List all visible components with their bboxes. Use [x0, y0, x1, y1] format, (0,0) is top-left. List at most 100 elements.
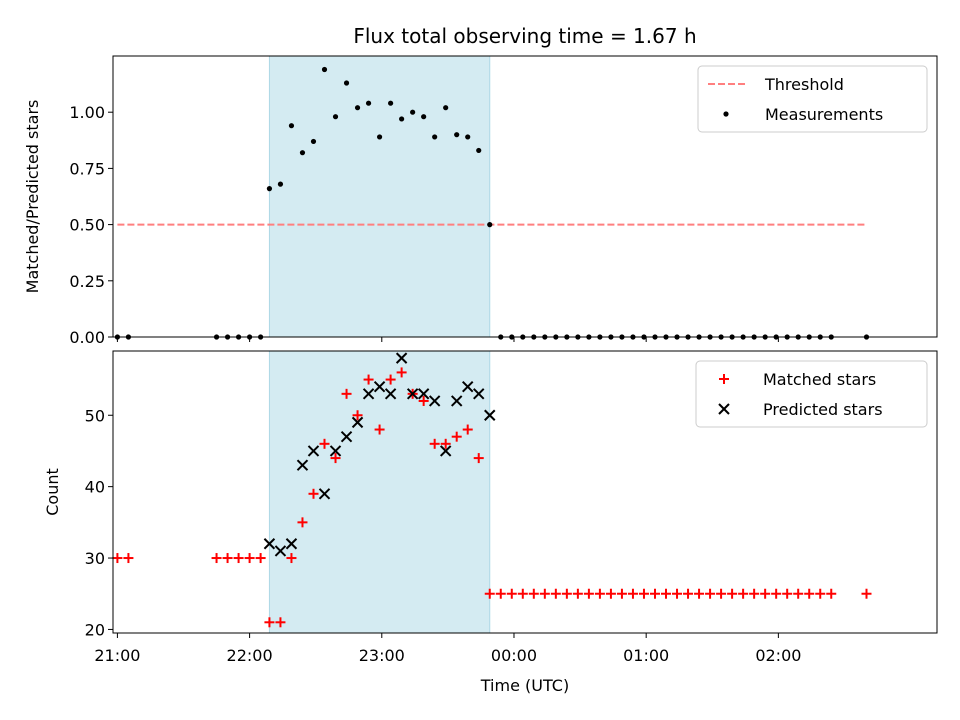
measurement-point-16	[365, 100, 372, 106]
y-tick-label: 0.25	[69, 272, 105, 291]
measurement-point-17	[376, 134, 383, 140]
y-tick-label: 20	[85, 620, 105, 639]
matched-marker-17	[374, 424, 385, 435]
y-tick-label: 50	[85, 406, 105, 425]
matched-marker-14	[341, 388, 352, 399]
matched-marker-51	[749, 588, 760, 599]
legend-matched-swatch	[719, 374, 729, 384]
matched-marker-0	[112, 553, 123, 564]
matched-marker-50	[738, 588, 749, 599]
matched-marker-49	[727, 588, 738, 599]
measurement-point-12	[321, 66, 328, 73]
legend-entry: Measurements	[765, 105, 883, 124]
matched-marker-47	[705, 588, 716, 599]
x-tick-label: 21:00	[94, 646, 140, 665]
matched-marker-34	[561, 588, 572, 599]
matched-marker-21	[418, 395, 429, 406]
predicted-marker-17	[450, 395, 463, 407]
measurement-point-9	[288, 123, 295, 129]
measurement-point-8	[277, 181, 284, 187]
predicted-marker-16	[439, 445, 452, 457]
matched-marker-26	[473, 453, 484, 464]
matched-marker-22	[429, 438, 440, 449]
predicted-marker-18	[462, 380, 474, 393]
matched-marker-42	[649, 588, 660, 599]
matched-marker-25	[462, 424, 473, 435]
matched-marker-37	[594, 588, 605, 599]
predicted-marker-2	[285, 538, 298, 550]
legend-box-0	[697, 65, 928, 133]
matched-marker-32	[539, 588, 550, 599]
matched-marker-33	[550, 588, 561, 599]
legend-measurement-swatch	[723, 111, 729, 117]
axes-frame-0	[112, 55, 938, 338]
measurement-point-24	[454, 132, 460, 138]
matched-marker-48	[716, 588, 727, 599]
matched-marker-46	[694, 588, 705, 599]
predicted-marker-13	[406, 388, 419, 400]
matched-marker-4	[233, 553, 244, 564]
matched-marker-52	[760, 588, 771, 599]
matched-marker-3	[222, 553, 233, 564]
matched-marker-36	[583, 588, 594, 599]
matched-marker-28	[495, 588, 506, 599]
matched-marker-2	[211, 553, 222, 564]
matched-marker-59	[861, 588, 872, 599]
y-tick-label: 40	[85, 478, 105, 497]
x-axis-label: Time (UTC)	[480, 676, 569, 695]
y-tick-label: 1.00	[69, 103, 105, 122]
y-tick-label: 0.00	[69, 328, 105, 347]
predicted-marker-1	[274, 545, 287, 557]
legend-predicted-swatch	[718, 403, 730, 415]
y-tick-label: 0.50	[69, 216, 105, 235]
matched-marker-6	[255, 553, 266, 564]
matched-marker-9	[286, 553, 297, 564]
measurement-point-7	[266, 186, 273, 192]
matched-marker-5	[244, 553, 255, 564]
matched-marker-11	[308, 488, 319, 499]
matched-marker-15	[352, 410, 363, 421]
x-tick-label: 00:00	[491, 646, 537, 665]
predicted-marker-9	[362, 388, 375, 400]
matched-marker-27	[484, 588, 495, 599]
predicted-marker-7	[340, 430, 353, 443]
matched-marker-41	[638, 588, 649, 599]
measurement-point-14	[343, 80, 350, 86]
predicted-marker-5	[318, 488, 331, 500]
matched-marker-39	[616, 588, 627, 599]
measurement-point-25	[465, 134, 471, 140]
x-tick-label: 22:00	[227, 646, 273, 665]
matched-marker-8	[275, 617, 286, 628]
matched-marker-35	[572, 588, 583, 599]
predicted-marker-4	[307, 445, 320, 457]
measurement-point-10	[299, 150, 306, 156]
measurement-point-21	[421, 114, 427, 120]
matched-marker-56	[804, 588, 815, 599]
matched-marker-45	[683, 588, 694, 599]
measurement-point-13	[332, 114, 339, 120]
matched-marker-16	[363, 374, 374, 385]
x-tick-label: 02:00	[755, 646, 801, 665]
predicted-marker-14	[417, 388, 430, 400]
y-tick-label: 30	[85, 549, 105, 568]
measurement-point-22	[432, 134, 438, 140]
matched-marker-10	[297, 517, 308, 528]
matched-marker-44	[672, 588, 683, 599]
predicted-marker-15	[428, 395, 441, 407]
matched-marker-53	[771, 588, 782, 599]
measurement-point-18	[388, 100, 394, 106]
y-tick-label: 0.75	[69, 159, 105, 178]
matched-marker-29	[506, 588, 517, 599]
matched-marker-54	[782, 588, 793, 599]
measurement-point-27	[487, 222, 493, 228]
y-axis-label: Count	[43, 468, 62, 516]
matched-marker-38	[605, 588, 616, 599]
matched-marker-43	[661, 588, 672, 599]
matched-marker-13	[330, 453, 341, 464]
predicted-marker-10	[373, 380, 386, 393]
matched-marker-55	[793, 588, 804, 599]
matched-marker-12	[319, 438, 330, 449]
predicted-marker-8	[351, 416, 364, 429]
chart-title: Flux total observing time = 1.67 h	[353, 24, 696, 48]
